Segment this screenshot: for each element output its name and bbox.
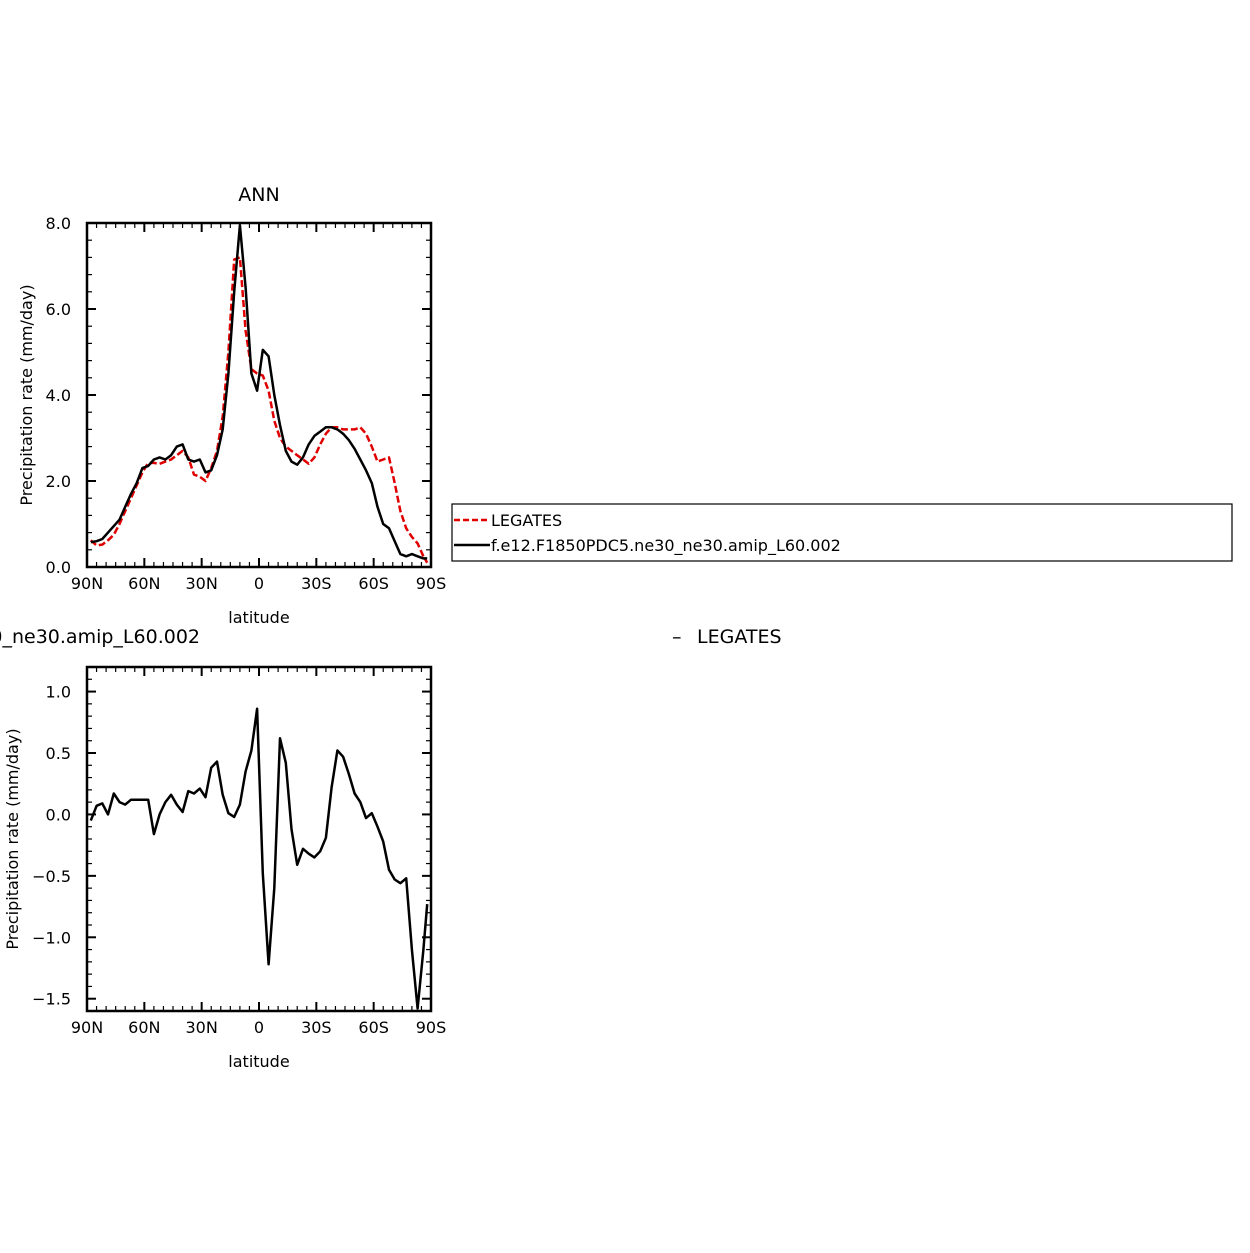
top-xtick-label: 30S [301,574,332,593]
bottom-xtick-label: 0 [254,1018,264,1037]
top-ticks: 90N 60N 30N 0 30S 60S 90S 0.0 2.0 4.0 6.0 8.0 [46,214,447,593]
top-series-2-line [90,223,428,560]
bottom-series-1-line [89,707,429,1010]
bottom-ticks: 90N 60N 30N 0 30S 60S 90S 1.0 0.5 0.0 −0.5 −1.0 −1.5 [32,666,447,1037]
bottom-panel: f.e12.F1850PDC5.ne30_ne30.amip_L60.002 –… [0,626,782,1071]
top-plot-area [89,223,429,564]
bottom-ytick-label: 0.0 [46,805,71,824]
top-panel: ANN 90N 60N 30N 0 30S 60S 90S 0.0 2.0 4.0 6.0 8.0 l… [17,184,446,627]
bottom-xtick-label: 30S [301,1018,332,1037]
bottom-ytick-label: −1.0 [32,928,71,947]
top-xtick-label: 30N [186,574,218,593]
bottom-ytick-label: 0.5 [46,744,71,763]
top-ytick-label: 0.0 [46,558,71,577]
bottom-ytick-label: −0.5 [32,867,71,886]
top-xtick-label: 60N [128,574,160,593]
top-title: ANN [238,184,279,206]
bottom-title-right: LEGATES [697,626,782,648]
bottom-plot-area [89,707,429,1010]
bottom-ytick-label: −1.5 [32,990,71,1009]
bottom-plot-frame [85,665,433,1013]
bottom-title-left: f.e12.F1850PDC5.ne30_ne30.amip_L60.002 [0,626,200,648]
bottom-xtick-label: 60S [358,1018,389,1037]
top-ytick-label: 4.0 [46,386,71,405]
top-xtick-label: 90S [416,574,447,593]
top-xtick-label: 0 [254,574,264,593]
top-xtick-label: 60S [358,574,389,593]
top-xtick-label: 90N [71,574,103,593]
bottom-ylabel: Precipitation rate (mm/day) [3,728,22,949]
top-ytick-label: 6.0 [46,300,71,319]
bottom-title-right-dash: – [672,626,682,648]
bottom-xtick-label: 90N [71,1018,103,1037]
bottom-xtick-label: 90S [416,1018,447,1037]
top-series-1-line [89,256,429,564]
bottom-ytick-label: 1.0 [46,683,71,702]
top-ytick-label: 2.0 [46,472,71,491]
top-ylabel: Precipitation rate (mm/day) [17,284,36,505]
top-xlabel: latitude [228,608,289,627]
legend-box [451,503,1233,562]
bottom-xtick-label: 60N [128,1018,160,1037]
legend-entry-model: f.e12.F1850PDC5.ne30_ne30.amip_L60.002 [491,536,841,556]
legend-entry-legates: LEGATES [491,511,562,530]
top-ytick-label: 8.0 [46,214,71,233]
bottom-xtick-label: 30N [186,1018,218,1037]
bottom-xlabel: latitude [228,1052,289,1071]
legend: LEGATES f.e12.F1850PDC5.ne30_ne30.amip_L… [451,503,1233,562]
